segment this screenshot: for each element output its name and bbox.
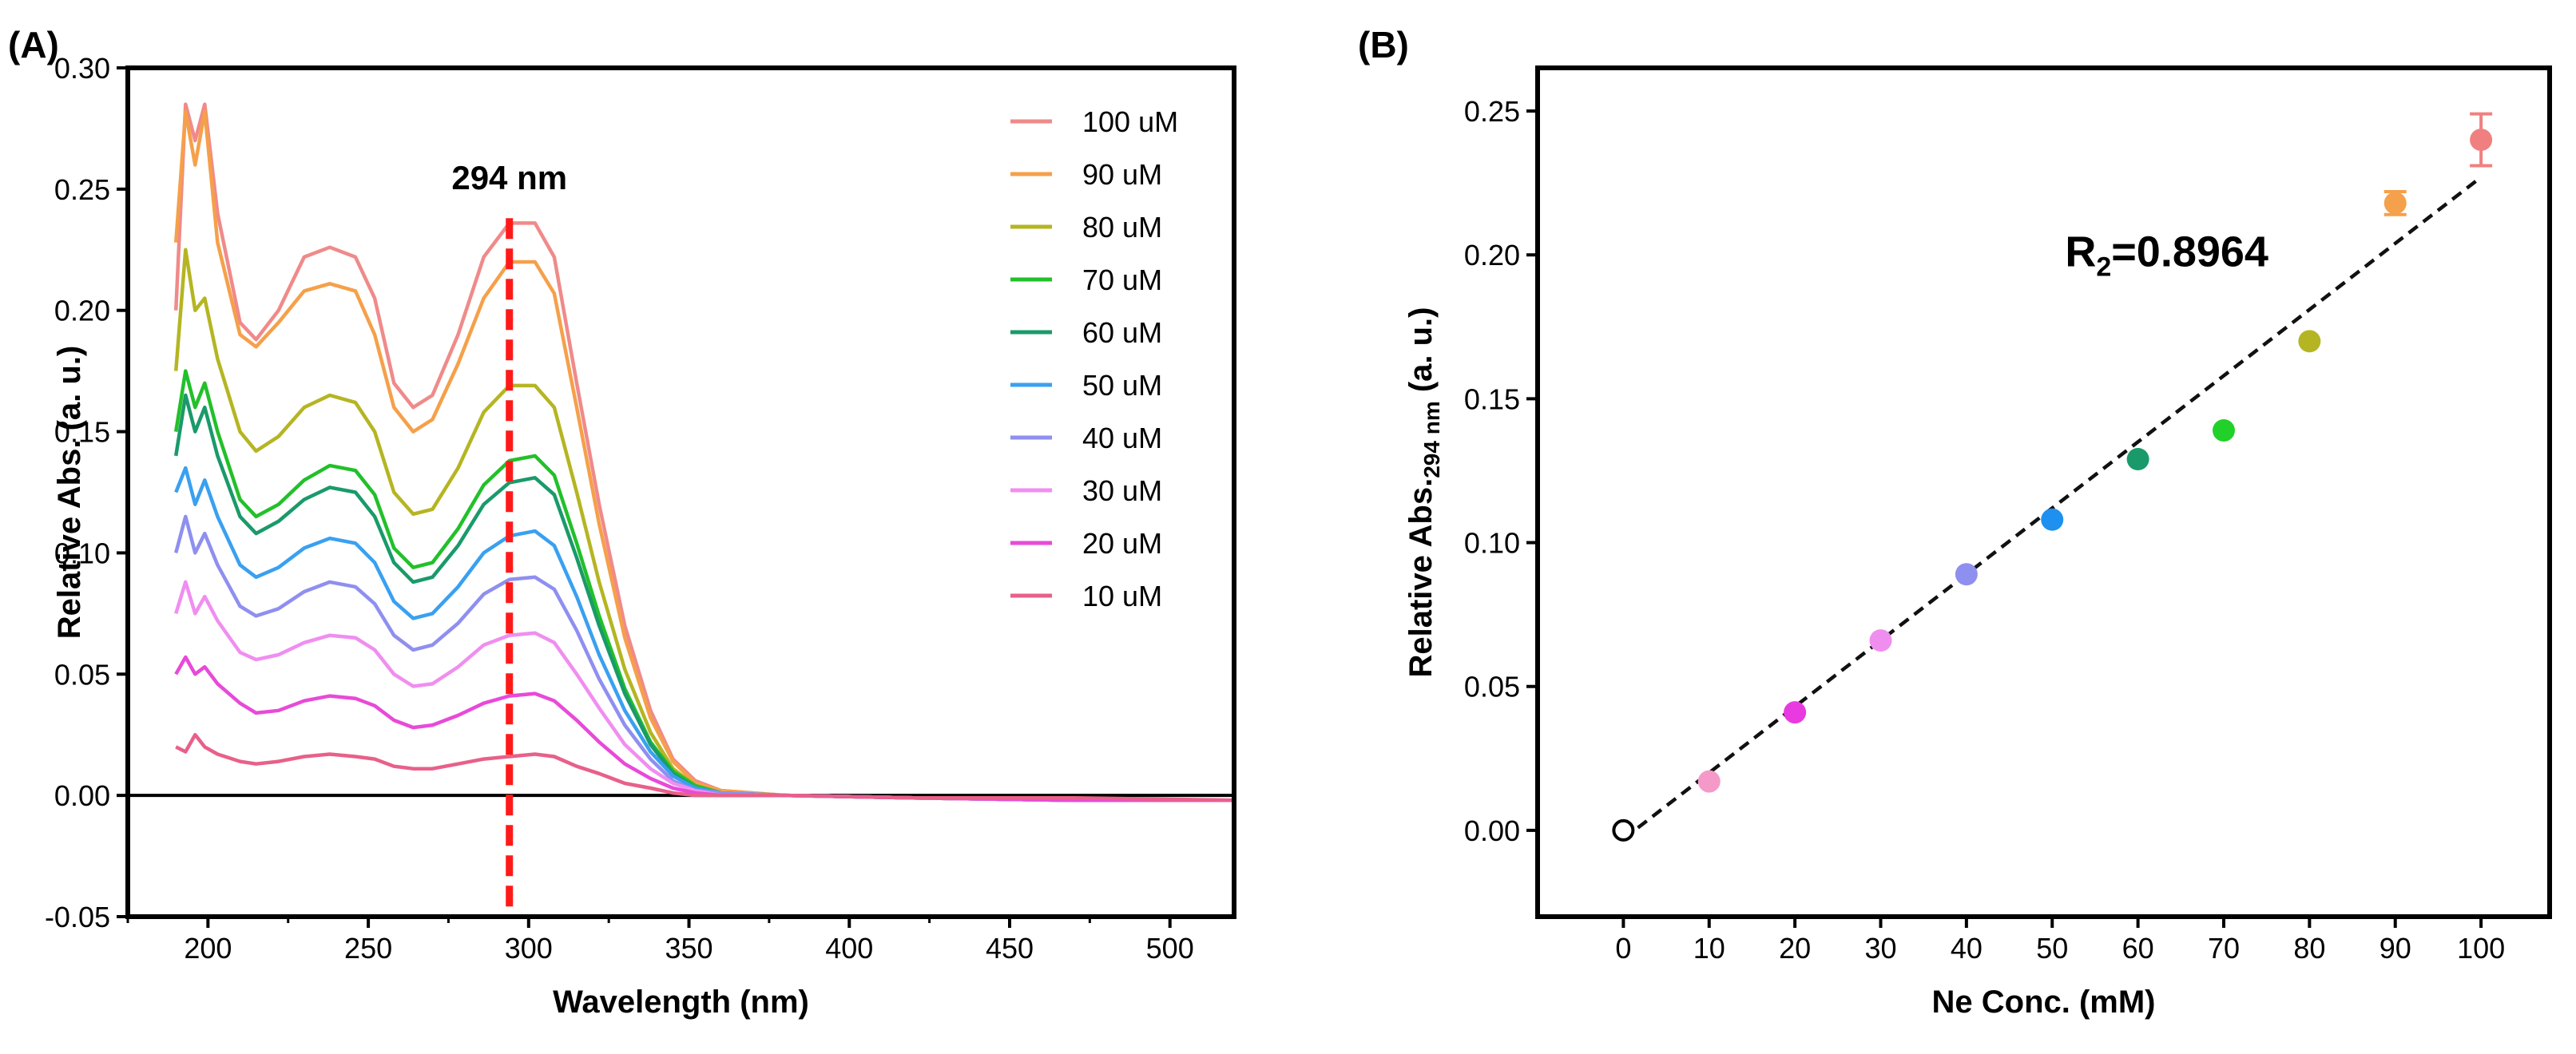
chart-a-plot-frame xyxy=(125,65,1236,919)
chart-b-x-tick-label: 90 xyxy=(2380,932,2411,965)
chart-b-y-tick-label: 0.10 xyxy=(1464,527,1520,560)
chart-b-ticks: 0.00 0.05 0.10 0.15 0.20 0.25 0 10 20 30 40 50 60 70 8… xyxy=(1464,95,2505,965)
chart-a-y-tick-label: 0.20 xyxy=(54,295,110,327)
chart-a-series-line xyxy=(173,369,1234,802)
chart-b-point xyxy=(1612,818,1635,842)
chart-a-series-line xyxy=(174,466,1234,802)
chart-a-x-tick-label: 200 xyxy=(184,932,232,965)
chart-b-point xyxy=(2212,419,2235,442)
chart-b-point xyxy=(1955,563,1978,586)
chart-a-series-line xyxy=(174,655,1234,802)
chart-b-x-tick-label: 30 xyxy=(1864,932,1896,965)
chart-a-legend-label: 80 uM xyxy=(1082,211,1162,244)
chart-b-points xyxy=(1612,112,2493,842)
chart-b-r-tail: =0.8964 xyxy=(2111,228,2268,276)
chart-b-trend-line xyxy=(1621,176,2483,841)
chart-a-series-line xyxy=(175,732,1235,802)
chart-b-point xyxy=(2126,448,2149,471)
chart-a-x-axis-label: Wavelength (nm) xyxy=(553,985,809,1020)
chart-a-x-tick-label: 500 xyxy=(1146,932,1194,965)
chart-b-point xyxy=(1697,770,1721,793)
chart-b-x-tick-label: 80 xyxy=(2293,932,2325,965)
chart-b-x-tick-label: 50 xyxy=(2036,932,2068,965)
chart-b-y-tick-label: 0.00 xyxy=(1464,814,1520,847)
chart-b-point xyxy=(1784,701,1807,724)
chart-b-y-tick-label: 0.15 xyxy=(1464,382,1520,415)
chart-b: 0.00 0.05 0.10 0.15 0.20 0.25 0 10 20 30 40 50 60 70 8… xyxy=(1403,65,2552,1020)
chart-b-plot-frame xyxy=(1535,65,2552,919)
chart-a-series-line xyxy=(174,580,1234,802)
chart-a-series-line xyxy=(174,514,1234,802)
chart-b-r-squared: R2=0.8964 xyxy=(2065,228,2268,283)
chart-a-legend-label: 90 uM xyxy=(1082,158,1162,191)
chart-a-y-tick-label: 0.05 xyxy=(54,658,110,691)
chart-a-y-tick-label: 0.10 xyxy=(54,537,110,569)
chart-a-y-axis-label: Relative Abs. (a. u.) xyxy=(52,346,87,640)
chart-a-x-tick-label: 450 xyxy=(986,932,1034,965)
chart-a-y-tick-label: 0.25 xyxy=(54,173,110,206)
chart-a-legend-label: 50 uM xyxy=(1082,369,1162,402)
chart-b-x-tick-label: 10 xyxy=(1693,932,1725,965)
panel-label-b: (B) xyxy=(1358,24,1409,65)
chart-b-x-tick-label: 60 xyxy=(2122,932,2154,965)
chart-a-legend-label: 60 uM xyxy=(1082,316,1162,349)
chart-a-series-line xyxy=(173,393,1234,802)
chart-b-y-label-sub: 294 nm xyxy=(1419,401,1444,478)
chart-a-legend-label: 20 uM xyxy=(1082,527,1162,560)
chart-b-x-tick-label: 20 xyxy=(1779,932,1811,965)
chart-b-r-sub: 2 xyxy=(2096,252,2111,283)
chart-b-y-tick-label: 0.05 xyxy=(1464,671,1520,703)
chart-a-legend: 100 uM 90 uM 80 uM 70 uM 60 uM 50 uM 40 uM 30 u… xyxy=(1010,105,1178,612)
chart-a-ticks: -0.05 0.00 0.05 0.10 0.15 0.20 0.25 0.30 200 250 3… xyxy=(45,52,1194,965)
chart-b-x-axis-label: Ne Conc. (mM) xyxy=(1932,985,2156,1020)
chart-b-point xyxy=(2383,192,2407,215)
chart-b-fit-line xyxy=(1621,176,2483,841)
chart-b-y-axis-label: Relative Abs.294 nm (a. u.) xyxy=(1403,307,1444,677)
chart-a-series-line xyxy=(173,248,1234,802)
chart-b-point xyxy=(1869,629,1892,652)
chart-b-x-tick-label: 0 xyxy=(1615,932,1631,965)
chart-a-x-tick-label: 400 xyxy=(825,932,873,965)
chart-b-y-label-tail: (a. u.) xyxy=(1403,307,1439,401)
chart-a-y-tick-label: 0.30 xyxy=(54,52,110,85)
chart-a-series-line xyxy=(173,109,1234,802)
chart-a-series xyxy=(173,102,1235,802)
chart-a-legend-label: 10 uM xyxy=(1082,580,1162,612)
chart-a-y-tick-label: -0.05 xyxy=(45,901,110,933)
chart-b-point xyxy=(2298,330,2321,353)
chart-b-r-main: R xyxy=(2065,228,2096,276)
chart-b-x-tick-label: 70 xyxy=(2208,932,2240,965)
chart-a-peak-label: 294 nm xyxy=(451,159,567,196)
chart-a-x-tick-label: 300 xyxy=(505,932,553,965)
chart-a-legend-label: 100 uM xyxy=(1082,105,1178,138)
panel-label-a: (A) xyxy=(8,24,59,65)
chart-a: -0.05 0.00 0.05 0.10 0.15 0.20 0.25 0.30 200 250 3… xyxy=(45,52,1236,1020)
chart-b-point xyxy=(2041,508,2064,531)
chart-a-y-tick-label: 0.15 xyxy=(54,416,110,449)
chart-a-x-tick-label: 350 xyxy=(665,932,712,965)
chart-b-x-tick-label: 100 xyxy=(2457,932,2505,965)
chart-b-y-tick-label: 0.25 xyxy=(1464,95,1520,128)
chart-a-legend-label: 40 uM xyxy=(1082,422,1162,454)
chart-a-x-tick-label: 250 xyxy=(344,932,392,965)
chart-a-y-tick-label: 0.00 xyxy=(54,779,110,812)
chart-b-y-tick-label: 0.20 xyxy=(1464,239,1520,271)
chart-b-point xyxy=(2470,129,2493,152)
chart-b-y-label-main: Relative Abs. xyxy=(1403,478,1439,678)
chart-a-legend-label: 70 uM xyxy=(1082,264,1162,296)
chart-a-legend-label: 30 uM xyxy=(1082,474,1162,507)
chart-b-x-tick-label: 40 xyxy=(1951,932,1983,965)
